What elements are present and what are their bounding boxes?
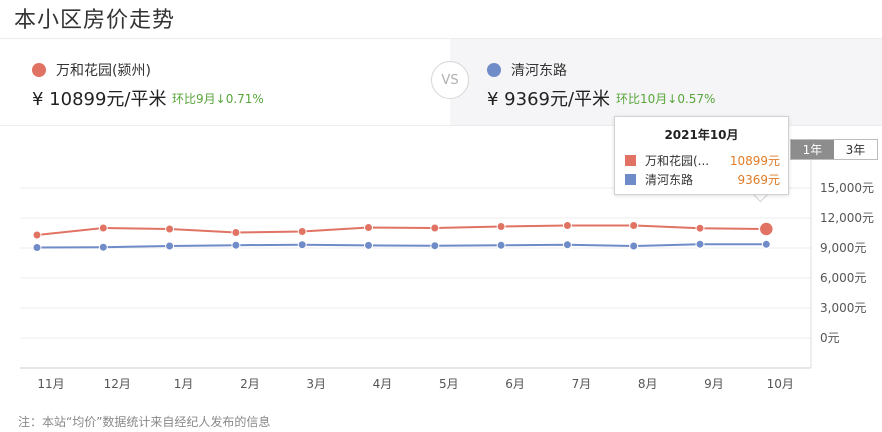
range-1-year-button[interactable]: 1年 (791, 140, 834, 159)
tooltip-series-value: 10899元 (729, 154, 780, 168)
y-tick-label: 15,000元 (820, 181, 874, 195)
series-line-1 (36, 243, 767, 249)
estate-left-color-dot (32, 63, 46, 77)
data-point (695, 223, 705, 233)
data-point (430, 241, 440, 251)
x-tick-label: 12月 (104, 377, 131, 391)
tooltip-series-name: 清河东路 (645, 173, 694, 187)
x-tick-label: 2月 (240, 377, 260, 391)
comparison-panel: 万和花园(颍州) ¥ 10899元/平米 环比9月↓0.71% VS 清河东路 … (0, 38, 882, 126)
tooltip-row: 清河东路 9369元 (625, 171, 780, 187)
data-point (758, 221, 775, 237)
y-tick-label: 6,000元 (820, 271, 866, 285)
tooltip-series-name: 万和花园(... (645, 154, 710, 168)
y-tick-label: 12,000元 (820, 211, 874, 225)
tooltip-swatch (625, 155, 636, 166)
data-point (629, 221, 639, 230)
x-tick-label: 3月 (306, 377, 326, 391)
data-point (165, 224, 175, 234)
tooltip-title: 2021年10月 (664, 128, 739, 142)
estate-right-price: ¥ 9369元/平米 (487, 89, 611, 110)
chart-series (32, 221, 775, 252)
data-point (231, 240, 241, 250)
data-point (98, 242, 108, 252)
x-tick-label: 11月 (37, 377, 64, 391)
estate-right-color-dot (487, 63, 501, 77)
y-tick-label: 3,000元 (820, 301, 866, 315)
estate-left-name: 万和花园(颍州) (56, 63, 151, 79)
data-source-note: 注：本站“均价”数据统计来自经纪人发布的信息 (18, 415, 271, 429)
chart-axes: 0元 3,000元 6,000元 9,000元 12,000元 15,000元 11月 12月… (20, 140, 874, 391)
data-point (695, 239, 705, 249)
x-tick-label: 9月 (704, 377, 724, 391)
data-point (32, 230, 42, 240)
time-range-toggle[interactable]: 1年 3年 (790, 139, 878, 160)
estate-right-change: 环比10月↓0.57% (616, 92, 716, 106)
series-line-0 (36, 224, 767, 236)
estate-right-name: 清河东路 (511, 63, 567, 79)
data-point (364, 240, 373, 250)
tooltip-swatch (625, 174, 636, 185)
data-point (629, 241, 639, 251)
x-tick-label: 7月 (572, 377, 592, 391)
estate-right[interactable]: 清河东路 ¥ 9369元/平米 环比10月↓0.57% (450, 39, 882, 125)
data-point (98, 223, 108, 233)
data-point (496, 240, 506, 250)
chart-tooltip: 2021年10月 万和花园(... 10899元 清河东路 9369元 (614, 116, 789, 195)
data-point (430, 223, 440, 233)
data-point (297, 227, 307, 236)
x-tick-label: 5月 (439, 377, 459, 391)
tooltip-row: 万和花园(... 10899元 (625, 152, 780, 168)
data-point (562, 221, 572, 230)
data-point (761, 239, 771, 249)
estate-left-price: ¥ 10899元/平米 (32, 89, 167, 110)
x-tick-label: 6月 (505, 377, 525, 391)
x-tick-label: 10月 (767, 377, 794, 391)
comparison-right-background (450, 39, 882, 125)
tooltip-series-value: 9369元 (737, 173, 780, 187)
x-tick-label: 1月 (174, 377, 194, 391)
page-title: 本小区房价走势 (14, 8, 176, 33)
data-point (496, 222, 506, 231)
data-point (231, 228, 241, 237)
data-point (297, 240, 307, 250)
x-tick-label: 4月 (373, 377, 393, 391)
data-point (562, 240, 572, 250)
y-tick-label: 0元 (820, 331, 840, 345)
data-point (165, 241, 175, 251)
data-point (32, 243, 42, 252)
estate-left[interactable]: 万和花园(颍州) ¥ 10899元/平米 环比9月↓0.71% (0, 39, 430, 125)
vs-badge: VS (431, 61, 469, 99)
estate-left-change: 环比9月↓0.71% (172, 92, 264, 106)
x-tick-label: 8月 (638, 377, 658, 391)
chart-grid (20, 187, 811, 339)
range-3-year-button[interactable]: 3年 (834, 140, 877, 159)
data-point (364, 223, 373, 232)
y-tick-label: 9,000元 (820, 241, 866, 255)
